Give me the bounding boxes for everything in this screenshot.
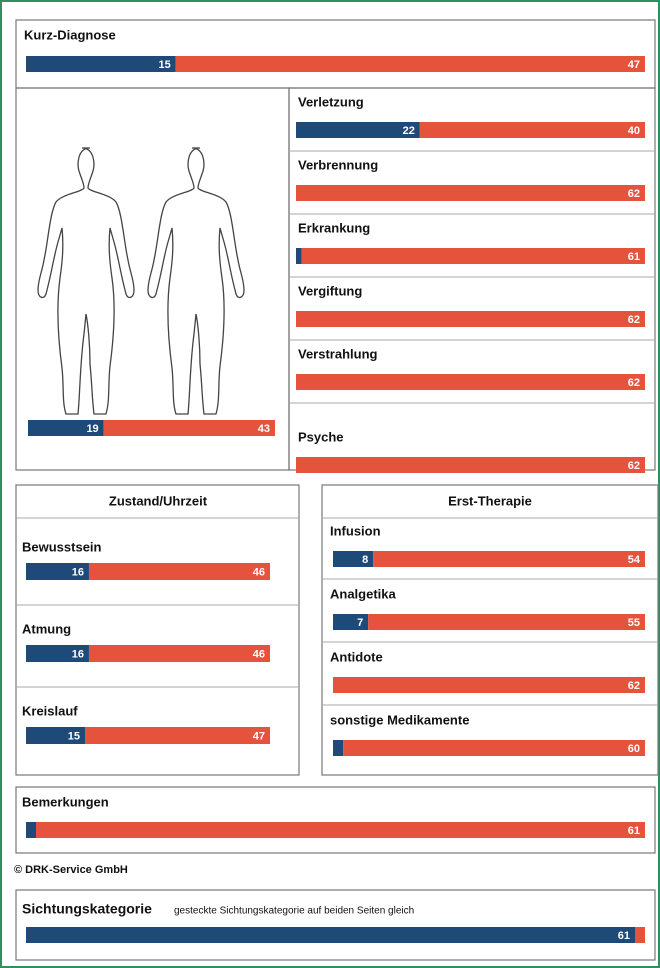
bar-value: 62	[628, 314, 640, 326]
bar-segment	[28, 420, 104, 436]
bar-value: 47	[628, 59, 640, 71]
therapie-title: Erst-Therapie	[448, 493, 532, 508]
sichtung-note: gesteckte Sichtungskategorie auf beiden …	[174, 906, 414, 917]
bar-segment	[301, 248, 645, 264]
bemerkungen-title: Bemerkungen	[22, 794, 109, 809]
bar-segment	[26, 645, 89, 662]
bar-segment	[85, 727, 270, 744]
sichtung-box	[15, 889, 656, 961]
bar-value: 43	[258, 423, 270, 435]
bar-segment	[175, 56, 646, 72]
bar-segment	[635, 927, 645, 943]
diagnosis-label: Vergiftung	[298, 283, 362, 298]
zustand-label: Bewusstsein	[22, 539, 102, 554]
body-figure-front	[37, 147, 135, 415]
bar-segment	[26, 727, 86, 744]
copyright: © DRK-Service GmbH	[14, 864, 128, 876]
bar-segment	[368, 614, 645, 630]
bar-value: 61	[628, 825, 640, 837]
bar-segment	[26, 56, 176, 72]
bar-value: 22	[403, 125, 415, 137]
bar-segment	[333, 740, 344, 756]
bar-segment	[333, 677, 645, 693]
therapie-label: Infusion	[330, 523, 381, 538]
zustand-title: Zustand/Uhrzeit	[109, 493, 208, 508]
bar-value: 46	[253, 566, 265, 578]
zustand-label: Kreislauf	[22, 703, 78, 718]
bar-segment	[35, 822, 645, 838]
bar-value: 16	[72, 566, 84, 578]
bar-value: 61	[628, 251, 640, 263]
therapie-box	[321, 484, 659, 776]
diagnosis-label: Verstrahlung	[298, 346, 378, 361]
bar-value: 62	[628, 188, 640, 200]
bemerkungen-box	[15, 786, 656, 854]
diagnosis-label: Psyche	[298, 429, 344, 444]
therapie-label: sonstige Medikamente	[330, 712, 469, 727]
bar-segment	[333, 614, 369, 630]
sichtung-title: Sichtungskategorie	[22, 901, 152, 917]
bar-segment	[333, 551, 374, 567]
body-figure-back	[147, 147, 245, 415]
diagnosis-label: Verbrennung	[298, 157, 378, 172]
zustand-label: Atmung	[22, 621, 71, 636]
bar-value: 46	[253, 648, 265, 660]
bar-value: 62	[628, 680, 640, 692]
zustand-box	[15, 484, 300, 776]
bar-segment	[296, 374, 645, 390]
bar-segment	[296, 311, 645, 327]
bar-value: 8	[362, 554, 368, 566]
bar-segment	[296, 457, 645, 473]
bar-value: 55	[628, 617, 640, 629]
bar-value: 40	[628, 125, 640, 137]
bar-value: 15	[159, 59, 171, 71]
bar-segment	[103, 420, 276, 436]
diagnosis-label: Erkrankung	[298, 220, 370, 235]
bar-value: 54	[628, 554, 641, 566]
bar-segment	[26, 822, 36, 838]
bar-segment	[88, 563, 270, 580]
bar-value: 15	[68, 730, 80, 742]
bar-segment	[296, 185, 645, 201]
bar-value: 19	[86, 423, 98, 435]
bar-value: 7	[357, 617, 363, 629]
bar-value: 62	[628, 460, 640, 472]
bar-segment	[296, 122, 420, 138]
bar-value: 60	[628, 743, 640, 755]
diagnosis-label: Verletzung	[298, 94, 364, 109]
kurz-title: Kurz-Diagnose	[24, 27, 116, 42]
therapie-label: Antidote	[330, 649, 383, 664]
bar-segment	[88, 645, 270, 662]
bar-segment	[419, 122, 645, 138]
bar-value: 16	[72, 648, 84, 660]
bar-segment	[343, 740, 645, 756]
bar-segment	[296, 248, 302, 264]
bar-value: 47	[253, 730, 265, 742]
bar-segment	[26, 563, 89, 580]
bar-value: 61	[618, 930, 630, 942]
bar-segment	[26, 927, 636, 943]
bar-segment	[373, 551, 645, 567]
bar-value: 62	[628, 377, 640, 389]
therapie-label: Analgetika	[330, 586, 397, 601]
